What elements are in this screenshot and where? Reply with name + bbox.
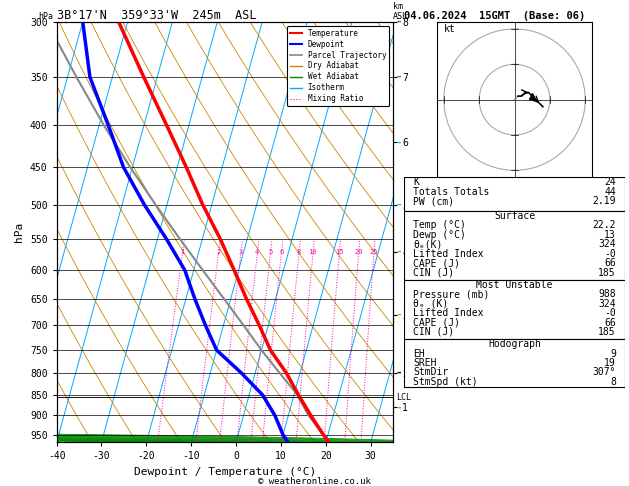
Bar [404,339,625,387]
Text: Totals Totals: Totals Totals [413,187,489,196]
Y-axis label: hPa: hPa [14,222,25,242]
Text: Lifted Index: Lifted Index [413,308,484,318]
Text: θₑ (K): θₑ (K) [413,298,448,309]
Text: CIN (J): CIN (J) [413,327,454,337]
Text: 1: 1 [180,249,184,255]
Text: 2.19: 2.19 [593,196,616,206]
Text: Temp (°C): Temp (°C) [413,220,466,230]
Text: 24: 24 [604,177,616,187]
Text: Hodograph: Hodograph [488,339,541,349]
Text: -: - [396,247,401,257]
Text: -: - [396,138,401,147]
Text: 324: 324 [598,239,616,249]
Text: 3B°17'N  359°33'W  245m  ASL: 3B°17'N 359°33'W 245m ASL [57,9,256,22]
Text: -: - [396,72,401,82]
Text: 185: 185 [598,327,616,337]
Text: LCL: LCL [396,393,411,401]
Text: 988: 988 [598,289,616,299]
Text: θₑ(K): θₑ(K) [413,239,443,249]
Text: CAPE (J): CAPE (J) [413,317,460,328]
Text: Dewp (°C): Dewp (°C) [413,230,466,240]
Bar [404,211,625,280]
Text: 8: 8 [297,249,301,255]
Text: Surface: Surface [494,211,535,221]
Text: 5: 5 [268,249,272,255]
Text: 9: 9 [610,348,616,359]
Text: CAPE (J): CAPE (J) [413,258,460,268]
Text: Most Unstable: Most Unstable [476,279,553,290]
Text: SREH: SREH [413,358,437,368]
Text: -0: -0 [604,249,616,259]
Text: EH: EH [413,348,425,359]
Text: 19: 19 [604,358,616,368]
Y-axis label: Mixing Ratio (g/kg): Mixing Ratio (g/kg) [433,185,442,279]
Legend: Temperature, Dewpoint, Parcel Trajectory, Dry Adiabat, Wet Adiabat, Isotherm, Mi: Temperature, Dewpoint, Parcel Trajectory… [287,26,389,106]
Text: 2: 2 [216,249,220,255]
Text: -: - [396,310,401,320]
Text: 44: 44 [604,187,616,196]
Text: hPa: hPa [38,12,53,21]
Text: km
ASL: km ASL [393,1,408,21]
Text: K: K [413,177,419,187]
X-axis label: Dewpoint / Temperature (°C): Dewpoint / Temperature (°C) [134,467,316,477]
Text: © weatheronline.co.uk: © weatheronline.co.uk [258,476,371,486]
Text: -: - [396,368,401,378]
Text: -0: -0 [604,308,616,318]
Text: 04.06.2024  15GMT  (Base: 06): 04.06.2024 15GMT (Base: 06) [404,11,586,21]
Text: 66: 66 [604,258,616,268]
Text: StmSpd (kt): StmSpd (kt) [413,377,478,387]
Text: 8: 8 [610,377,616,387]
Text: 6: 6 [279,249,283,255]
Text: 20: 20 [354,249,363,255]
Text: 4: 4 [255,249,259,255]
Text: -: - [396,402,401,413]
Text: 10: 10 [309,249,317,255]
Text: 15: 15 [335,249,343,255]
Text: Lifted Index: Lifted Index [413,249,484,259]
Text: 13: 13 [604,230,616,240]
Text: kt: kt [444,24,455,35]
Text: PW (cm): PW (cm) [413,196,454,206]
Text: 22.2: 22.2 [593,220,616,230]
Text: 185: 185 [598,268,616,278]
Text: 324: 324 [598,298,616,309]
Text: 3: 3 [238,249,243,255]
Text: -: - [396,200,401,210]
Text: 25: 25 [370,249,378,255]
Text: CIN (J): CIN (J) [413,268,454,278]
Bar [404,177,625,211]
Text: 66: 66 [604,317,616,328]
Text: StmDir: StmDir [413,367,448,378]
Text: -: - [396,17,401,27]
Bar [404,280,625,339]
Text: 307°: 307° [593,367,616,378]
Text: Pressure (mb): Pressure (mb) [413,289,489,299]
